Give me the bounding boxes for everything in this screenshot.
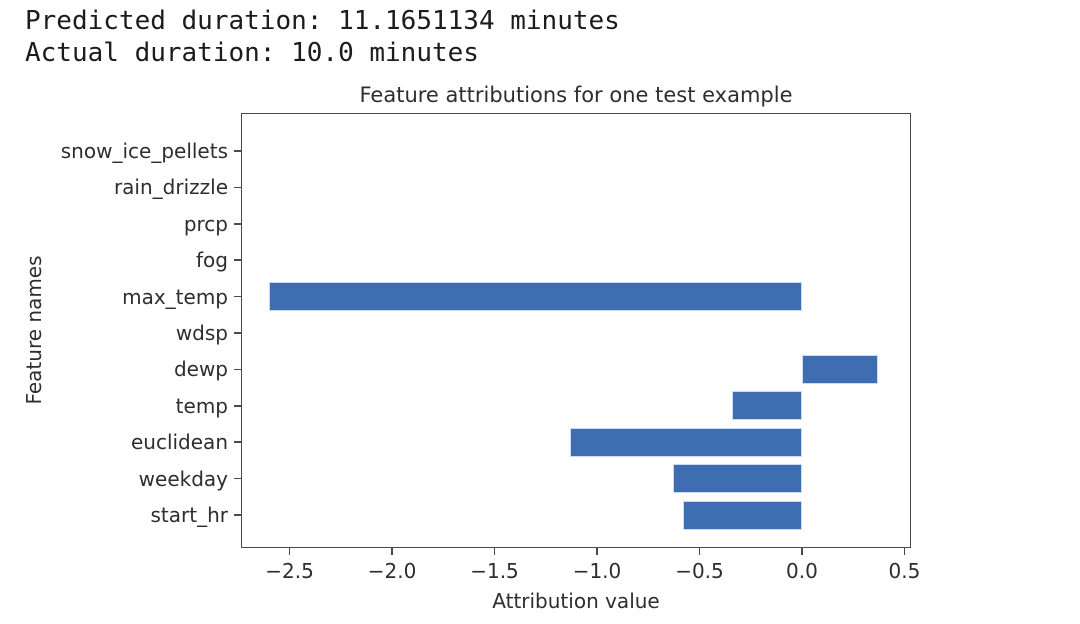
x-tick-label: 0.0: [786, 559, 818, 583]
x-axis-tick: [596, 548, 598, 555]
x-axis-tick: [288, 548, 291, 555]
bar-temp: [732, 391, 802, 421]
x-axis-label: Attribution value: [492, 589, 660, 613]
y-axis-tick: [234, 150, 241, 152]
predicted-duration-text: Predicted duration: 11.1651134 minutes: [25, 6, 620, 36]
y-tick-label: weekday: [138, 466, 228, 491]
y-tick-label: dewp: [173, 357, 228, 382]
y-tick-label: temp: [175, 393, 228, 418]
chart-title: Feature attributions for one test exampl…: [359, 83, 793, 107]
plot-area: [241, 113, 911, 548]
y-axis-tick: [234, 368, 241, 371]
y-axis-tick: [234, 186, 241, 189]
y-axis-tick: [234, 477, 241, 480]
bar-euclidean: [570, 427, 802, 457]
x-tick-label: −0.5: [675, 559, 724, 583]
x-tick-label: −1.0: [572, 559, 622, 583]
y-tick-label: fog: [196, 248, 228, 273]
x-axis-tick: [391, 548, 393, 555]
bar-max_temp: [269, 282, 802, 312]
x-axis-tick: [698, 548, 701, 555]
y-tick-label: snow_ice_pellets: [60, 139, 228, 163]
x-tick-label: −2.5: [265, 559, 314, 583]
x-axis-tick: [493, 548, 496, 555]
y-axis-tick: [234, 405, 241, 407]
x-tick-label: 0.5: [888, 559, 921, 583]
y-axis-tick: [234, 441, 241, 443]
x-axis-tick: [903, 548, 906, 555]
y-tick-label: prcp: [183, 211, 228, 236]
y-axis-tick: [234, 514, 241, 516]
y-axis-tick: [234, 332, 241, 334]
y-tick-label: euclidean: [130, 430, 228, 455]
y-tick-label: start_hr: [150, 503, 228, 527]
bar-dewp: [801, 354, 878, 384]
x-axis-tick: [801, 548, 803, 555]
x-tick-label: −1.5: [470, 559, 519, 583]
actual-duration-text: Actual duration: 10.0 minutes: [25, 38, 479, 68]
y-tick-label: max_temp: [122, 284, 228, 309]
bar-weekday: [672, 464, 802, 494]
x-tick-label: −2.0: [367, 559, 417, 583]
y-tick-label: rain_drizzle: [113, 175, 228, 200]
bar-start_hr: [683, 500, 802, 530]
y-axis-tick: [234, 259, 241, 261]
y-axis-tick: [234, 223, 241, 225]
y-axis-tick: [234, 295, 241, 298]
y-tick-label: wdsp: [175, 321, 228, 345]
